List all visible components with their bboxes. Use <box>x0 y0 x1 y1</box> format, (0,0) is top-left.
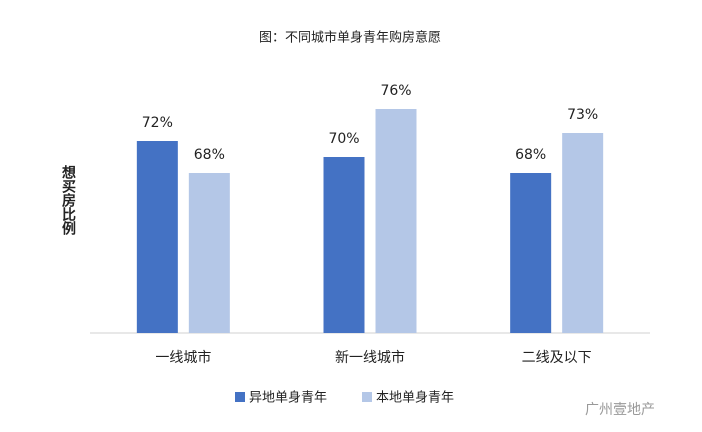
value-label: 73% <box>567 107 598 123</box>
legend-label: 本地单身青年 <box>376 390 454 406</box>
bar <box>510 173 552 333</box>
legend-swatch <box>362 392 372 402</box>
bar <box>375 109 417 333</box>
bar <box>136 141 178 333</box>
legend-label: 异地单身青年 <box>249 390 327 406</box>
value-label: 76% <box>380 83 411 99</box>
value-label: 70% <box>328 131 359 147</box>
value-label: 68% <box>194 147 225 163</box>
value-label: 72% <box>142 115 173 131</box>
x-tick-label: 二线及以下 <box>522 350 592 366</box>
legend-swatch <box>235 392 245 402</box>
chart-title: 图：不同城市单身青年购房意愿 <box>259 30 441 46</box>
y-axis-label: 想买房比例 <box>60 164 77 236</box>
value-label: 68% <box>515 147 546 163</box>
x-tick-label: 一线城市 <box>155 349 211 366</box>
x-tick-label: 新一线城市 <box>335 349 405 366</box>
bar <box>323 157 365 333</box>
watermark: 广州壹地产 <box>585 402 655 418</box>
bar <box>188 173 230 333</box>
bar <box>562 133 604 333</box>
